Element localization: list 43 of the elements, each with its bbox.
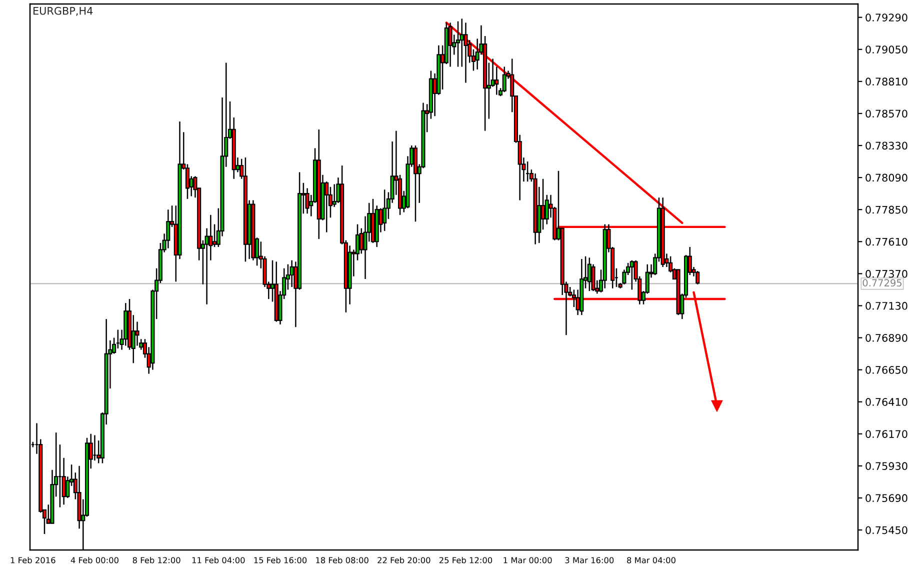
candlestick <box>541 178 546 230</box>
candlestick <box>456 20 460 68</box>
x-tick-label: 8 Mar 04:00 <box>627 557 676 564</box>
y-tick-label: 0.77850 <box>866 206 908 214</box>
candlestick <box>204 228 209 305</box>
candlestick <box>630 260 634 290</box>
y-tick-label: 0.76890 <box>866 334 908 342</box>
candlestick <box>382 188 387 232</box>
ref-line-label: 0.77295 <box>862 279 902 286</box>
y-tick-label: 0.77370 <box>866 270 908 278</box>
y-tick-label: 0.76410 <box>866 398 908 406</box>
x-tick-label: 1 Mar 00:00 <box>504 557 552 564</box>
y-tick-label: 0.78330 <box>866 142 908 150</box>
y-tick-label: 0.79050 <box>866 46 908 54</box>
candlestick <box>324 180 329 233</box>
candlestick <box>494 66 499 96</box>
y-tick-label: 0.77130 <box>866 302 908 310</box>
candlestick <box>135 321 140 346</box>
y-tick-label: 0.75450 <box>866 526 908 534</box>
y-tick-label: 0.77610 <box>866 238 908 246</box>
candlestick <box>460 18 464 68</box>
candlestick <box>696 270 700 285</box>
candlestick <box>502 66 506 93</box>
candlestick <box>212 224 217 248</box>
y-tick-label: 0.75690 <box>866 494 908 502</box>
y-tick-label: 0.78810 <box>866 78 908 86</box>
x-tick-label: 18 Feb 08:00 <box>316 556 368 564</box>
x-tick-label: 25 Feb 12:00 <box>439 556 492 564</box>
y-tick-label: 0.79290 <box>866 14 908 22</box>
candlestick <box>166 208 170 249</box>
y-tick-label: 0.76650 <box>866 366 908 374</box>
x-tick-label: 15 Feb 16:00 <box>254 556 307 564</box>
x-tick-label: 8 Feb 12:00 <box>132 556 180 564</box>
y-tick-label: 0.76170 <box>866 430 908 438</box>
x-tick-label: 4 Feb 00:00 <box>70 556 118 564</box>
x-tick-label: 22 Feb 20:00 <box>378 556 430 564</box>
y-tick-label: 0.75930 <box>866 462 908 470</box>
x-tick-label: 3 Mar 16:00 <box>565 557 614 564</box>
y-tick-label: 0.78090 <box>866 174 908 182</box>
x-tick-label: 1 Feb 2016 <box>10 556 56 564</box>
chart-title: EURGBP,H4 <box>34 6 93 16</box>
x-tick-label: 11 Feb 04:00 <box>192 556 245 564</box>
y-tick-label: 0.78570 <box>866 110 908 118</box>
